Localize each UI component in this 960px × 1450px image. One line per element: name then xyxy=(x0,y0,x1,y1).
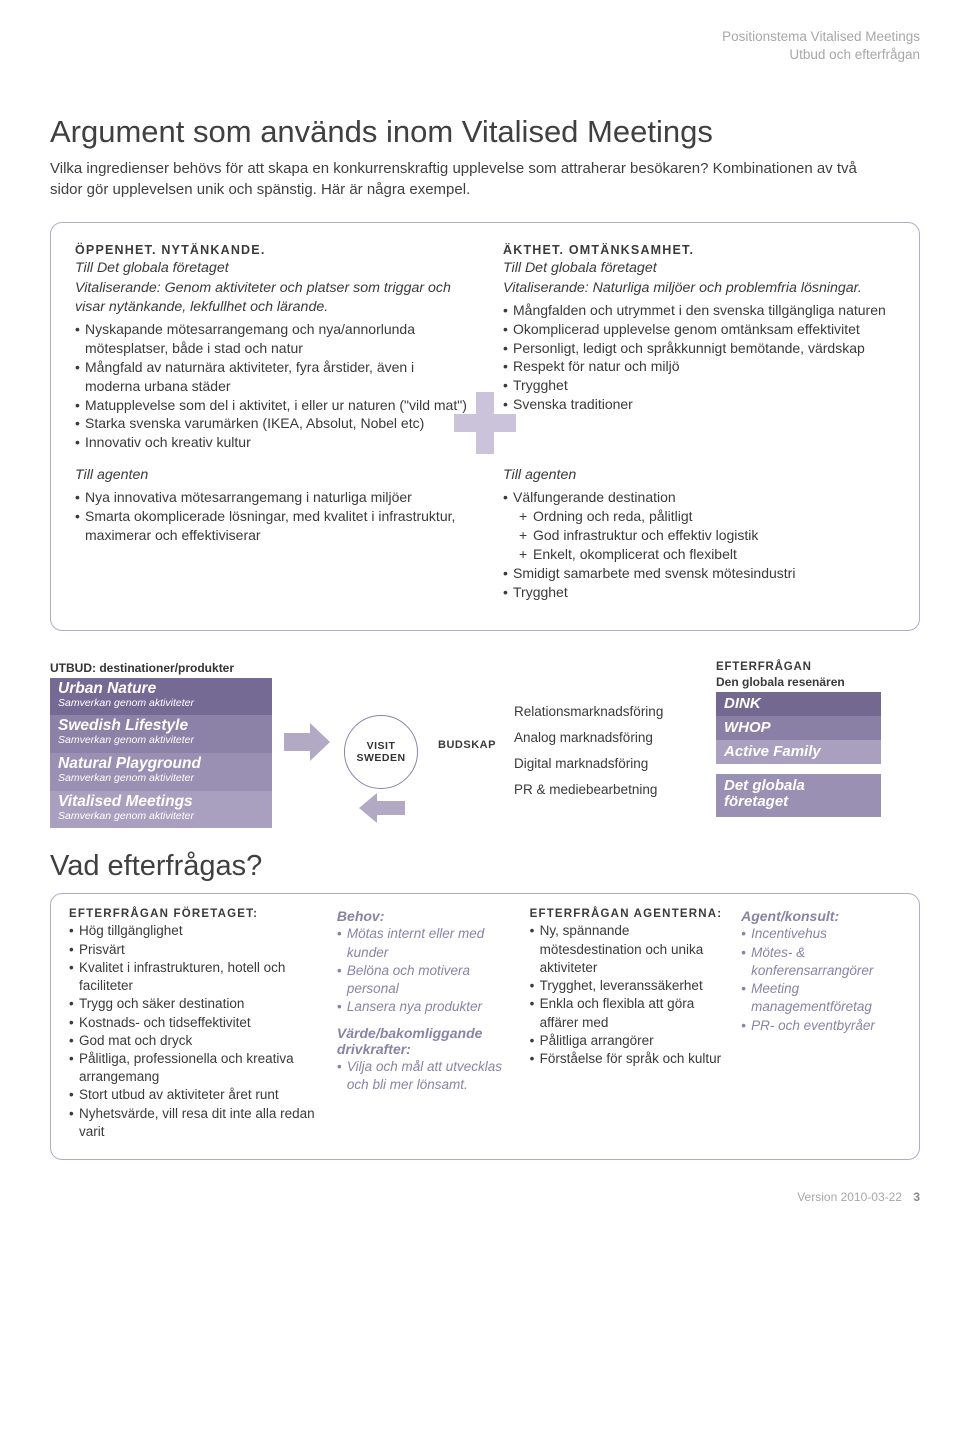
utbud-column: UTBUD: destinationer/produkter Urban Nat… xyxy=(50,661,272,829)
page-header: Positionstema Vitalised Meetings Utbud o… xyxy=(50,28,920,64)
chip-dink: DINK xyxy=(716,692,881,716)
list-item: Trygghet xyxy=(503,583,895,602)
list-item: Nyhetsvärde, vill resa dit inte alla red… xyxy=(69,1105,323,1141)
list-item: Respekt för natur och miljö xyxy=(503,357,895,376)
quad-tl-list: Nyskapande mötesarrangemang och nya/anno… xyxy=(75,320,473,452)
quad-bottom-right: Till agenten Välfungerande destination O… xyxy=(485,462,899,612)
list-item: Vilja och mål att utvecklas och bli mer … xyxy=(337,1058,516,1094)
header-line1: Positionstema Vitalised Meetings xyxy=(722,29,920,44)
quad-br-list1: Välfungerande destination xyxy=(503,488,895,507)
list-item: Pålitliga arrangörer xyxy=(530,1032,728,1050)
demand-consult: Agent/konsult: IncentivehusMötes- & konf… xyxy=(741,908,901,1141)
list-item: Starka svenska varumärken (IKEA, Absolut… xyxy=(75,414,473,433)
list-item: Välfungerande destination xyxy=(503,488,895,507)
list-item: Mångfald av naturnära aktiviteter, fyra … xyxy=(75,358,473,396)
header-line2: Utbud och efterfrågan xyxy=(789,47,920,62)
bar-swedish-lifestyle: Swedish LifestyleSamverkan genom aktivit… xyxy=(50,715,272,753)
quad-br-pluslist: Ordning och reda, pålitligtGod infrastru… xyxy=(503,507,895,564)
list-item: Trygg och säker destination xyxy=(69,995,323,1013)
quad-top-right: ÄKTHET. OMTÄNKSAMHET. Till Det globala f… xyxy=(485,239,899,462)
section-title-efterfragas: Vad efterfrågas? xyxy=(50,850,920,883)
demand-needs: Behov: Mötas internt eller med kunderBel… xyxy=(337,908,516,1141)
page-footer: Version 2010-03-22 3 xyxy=(50,1190,920,1204)
list-item: Personligt, ledigt och språkkunnigt bemö… xyxy=(503,339,895,358)
list-item: Smidigt samarbete med svensk mötesindust… xyxy=(503,564,895,583)
quad-tr-subhead: Till Det globala företaget Vitaliserande… xyxy=(503,259,895,297)
center-circle: VISIT SWEDEN xyxy=(344,661,420,828)
list-item: Ordning och reda, pålitligt xyxy=(503,507,895,526)
list-item: Enkla och flexibla att göra affärer med xyxy=(530,995,728,1031)
arguments-matrix: ÖPPENHET. NYTÄNKANDE. Till Det globala f… xyxy=(50,222,920,630)
list-item: Svenska traditioner xyxy=(503,395,895,414)
list-item: Kostnads- och tidseffektivitet xyxy=(69,1014,323,1032)
efterfragan-column: EFTERFRÅGAN Den globala resenären DINK W… xyxy=(716,661,881,817)
list-item: Mångfalden och utrymmet i den svenska ti… xyxy=(503,301,895,320)
list-item: Okomplicerad upplevelse genom omtänksam … xyxy=(503,320,895,339)
demand-box: EFTERFRÅGAN FÖRETAGET: Hög tillgänglighe… xyxy=(50,893,920,1160)
bar-vitalised-meetings: Vitalised MeetingsSamverkan genom aktivi… xyxy=(50,791,272,829)
list-item: God mat och dryck xyxy=(69,1032,323,1050)
chip-globala-foretaget: Det globala företaget xyxy=(716,774,881,817)
bar-natural-playground: Natural PlaygroundSamverkan genom aktivi… xyxy=(50,753,272,791)
utbud-label: UTBUD: destinationer/produkter xyxy=(50,661,234,675)
marketing-list: Relationsmarknadsföring Analog marknadsf… xyxy=(514,661,704,808)
quad-br-list2: Smidigt samarbete med svensk mötesindust… xyxy=(503,564,895,602)
list-item: Förståelse för språk och kultur xyxy=(530,1050,728,1068)
list-item: Smarta okomplicerade lösningar, med kval… xyxy=(75,507,473,545)
list-item: Pålitliga, professionella och kreativa a… xyxy=(69,1050,323,1086)
list-item: Belöna och motivera personal xyxy=(337,962,516,998)
quad-tl-subhead: Till Det globala företaget Vitaliserande… xyxy=(75,259,473,317)
list-item: Meeting managementföretag xyxy=(741,980,901,1016)
chip-active-family: Active Family xyxy=(716,740,881,764)
list-item: Lansera nya produkter xyxy=(337,998,516,1016)
quad-top-left: ÖPPENHET. NYTÄNKANDE. Till Det globala f… xyxy=(71,239,485,462)
list-item: PR- och eventbyråer xyxy=(741,1017,901,1035)
list-item: God infrastruktur och effektiv logistik xyxy=(503,526,895,545)
list-item: Hög tillgänglighet xyxy=(69,922,323,940)
list-item: Matupplevelse som del i aktivitet, i ell… xyxy=(75,396,473,415)
utbud-bars: Urban NatureSamverkan genom aktiviteter … xyxy=(50,678,272,829)
quad-bottom-left: Till agenten Nya innovativa mötesarrange… xyxy=(71,462,485,612)
intro-text: Vilka ingredienser behövs för att skapa … xyxy=(50,158,870,200)
list-item: Nyskapande mötesarrangemang och nya/anno… xyxy=(75,320,473,358)
bar-urban-nature: Urban NatureSamverkan genom aktiviteter xyxy=(50,678,272,716)
quad-tr-title: ÄKTHET. OMTÄNKSAMHET. xyxy=(503,243,895,257)
list-item: Prisvärt xyxy=(69,941,323,959)
chip-whop: WHOP xyxy=(716,716,881,740)
flow-diagram: UTBUD: destinationer/produkter Urban Nat… xyxy=(50,661,920,829)
demand-agents: EFTERFRÅGAN AGENTERNA: Ny, spännande möt… xyxy=(530,908,728,1141)
list-item: Enkelt, okomplicerat och flexibelt xyxy=(503,545,895,564)
list-item: Incentivehus xyxy=(741,925,901,943)
list-item: Mötas internt eller med kunder xyxy=(337,925,516,961)
quad-tr-list: Mångfalden och utrymmet i den svenska ti… xyxy=(503,301,895,414)
quad-tl-title: ÖPPENHET. NYTÄNKANDE. xyxy=(75,243,473,257)
list-item: Ny, spännande mötesdestination och unika… xyxy=(530,922,728,977)
list-item: Kvalitet i infrastrukturen, hotell och f… xyxy=(69,959,323,995)
plus-icon xyxy=(454,392,516,454)
list-item: Stort utbud av aktiviteter året runt xyxy=(69,1086,323,1104)
arrow-right-icon xyxy=(284,661,332,766)
demand-company: EFTERFRÅGAN FÖRETAGET: Hög tillgänglighe… xyxy=(69,908,323,1141)
budskap-label: BUDSKAP xyxy=(432,661,502,751)
list-item: Nya innovativa mötesarrangemang i naturl… xyxy=(75,488,473,507)
list-item: Trygghet xyxy=(503,376,895,395)
list-item: Innovativ och kreativ kultur xyxy=(75,433,473,452)
list-item: Trygghet, leveranssäkerhet xyxy=(530,977,728,995)
arrow-left-icon xyxy=(359,793,405,823)
quad-bl-list: Nya innovativa mötesarrangemang i naturl… xyxy=(75,488,473,545)
list-item: Mötes- & konferensarrangörer xyxy=(741,944,901,980)
page-title: Argument som används inom Vitalised Meet… xyxy=(50,114,920,150)
